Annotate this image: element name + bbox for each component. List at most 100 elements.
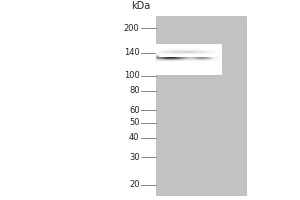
Bar [184, 50, 186, 51]
Bar [189, 49, 190, 50]
Bar [209, 56, 210, 57]
Bar [203, 51, 205, 52]
Bar [197, 57, 198, 58]
Bar [200, 72, 201, 73]
Bar [217, 71, 218, 72]
Bar [157, 44, 158, 45]
Bar [168, 52, 169, 53]
Bar [188, 69, 189, 70]
Bar [198, 46, 199, 47]
Bar [167, 44, 168, 45]
Bar [163, 67, 164, 68]
Bar [195, 49, 196, 50]
Bar [180, 52, 182, 53]
Bar [160, 48, 161, 49]
Bar [203, 61, 204, 62]
Bar [191, 48, 192, 49]
Bar [214, 71, 215, 72]
Bar [184, 55, 186, 56]
Bar [179, 50, 180, 51]
Bar [209, 57, 210, 58]
Bar [207, 47, 208, 48]
Bar [157, 48, 158, 49]
Bar [197, 56, 199, 57]
Bar [178, 45, 179, 46]
Bar [190, 49, 192, 50]
Bar [213, 54, 214, 55]
Bar [197, 51, 198, 52]
Bar [172, 52, 173, 53]
Bar [187, 74, 188, 75]
Bar [192, 74, 194, 75]
Bar [163, 58, 164, 59]
Bar [221, 48, 222, 49]
Bar [161, 57, 163, 58]
Bar [181, 64, 182, 65]
Bar [192, 49, 193, 50]
Bar [180, 46, 182, 47]
Bar [209, 49, 210, 50]
Bar [197, 73, 198, 74]
Bar [178, 67, 179, 68]
Bar [168, 56, 169, 57]
Bar [163, 69, 164, 70]
Bar [217, 57, 218, 58]
Bar [212, 58, 213, 59]
Bar [158, 53, 159, 54]
Bar [221, 74, 222, 75]
Bar [188, 50, 189, 51]
Bar [220, 62, 221, 63]
Bar [208, 45, 209, 46]
Bar [165, 46, 166, 47]
Bar [212, 49, 213, 50]
Bar [165, 64, 166, 65]
Bar [196, 57, 197, 58]
Bar [190, 46, 191, 47]
Bar [198, 71, 199, 72]
Bar [160, 45, 161, 46]
Bar [182, 56, 183, 57]
Bar [206, 62, 207, 63]
Bar [218, 67, 219, 68]
Bar [175, 56, 176, 57]
Bar [202, 49, 203, 50]
Bar [199, 53, 200, 54]
Bar [177, 66, 178, 67]
Bar [217, 74, 218, 75]
Bar [184, 49, 186, 50]
Bar [202, 53, 203, 54]
Bar [182, 47, 183, 48]
Bar [220, 54, 221, 55]
Bar [176, 45, 177, 46]
Bar [210, 66, 211, 67]
Bar [179, 63, 180, 64]
Bar [178, 62, 179, 63]
Bar [207, 61, 208, 62]
Bar [198, 52, 199, 53]
Bar [172, 69, 174, 70]
Bar [200, 51, 201, 52]
Bar [172, 50, 174, 51]
Bar [209, 63, 210, 64]
Bar [163, 55, 164, 56]
Bar [178, 48, 179, 49]
Bar [180, 53, 181, 54]
Bar [169, 49, 170, 50]
Bar [208, 54, 209, 55]
Bar [189, 45, 190, 46]
Bar [167, 54, 168, 55]
Bar [182, 53, 184, 54]
Bar [189, 52, 190, 53]
Bar [206, 69, 207, 70]
Bar [209, 68, 210, 69]
Bar [205, 48, 206, 49]
Bar [207, 49, 208, 50]
Bar [209, 62, 210, 63]
Bar [182, 51, 183, 52]
Bar [194, 58, 196, 59]
Bar [208, 45, 209, 46]
Bar [165, 51, 166, 52]
Bar [195, 45, 196, 46]
Bar [163, 51, 165, 52]
Bar [176, 62, 177, 63]
